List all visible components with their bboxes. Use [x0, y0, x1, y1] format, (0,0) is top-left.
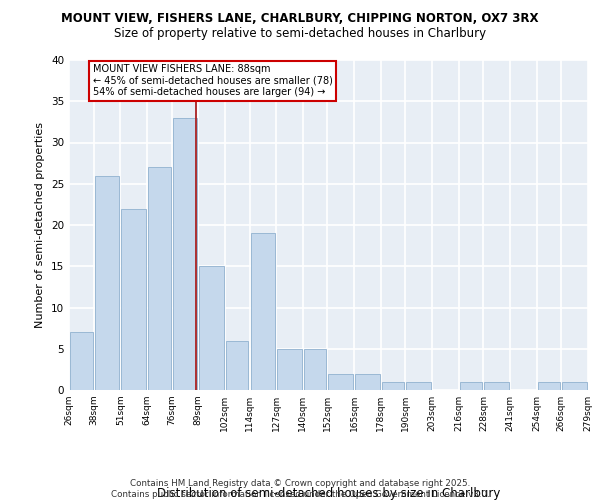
Bar [329, 374, 353, 390]
Bar [406, 382, 431, 390]
Text: Contains HM Land Registry data © Crown copyright and database right 2025.: Contains HM Land Registry data © Crown c… [130, 478, 470, 488]
Bar [251, 233, 275, 390]
Bar [277, 349, 302, 390]
Text: MOUNT VIEW, FISHERS LANE, CHARLBURY, CHIPPING NORTON, OX7 3RX: MOUNT VIEW, FISHERS LANE, CHARLBURY, CHI… [61, 12, 539, 26]
Bar [355, 374, 380, 390]
Bar [460, 382, 482, 390]
X-axis label: Distribution of semi-detached houses by size in Charlbury: Distribution of semi-detached houses by … [157, 487, 500, 500]
Bar [226, 340, 248, 390]
Text: Size of property relative to semi-detached houses in Charlbury: Size of property relative to semi-detach… [114, 28, 486, 40]
Text: MOUNT VIEW FISHERS LANE: 88sqm
← 45% of semi-detached houses are smaller (78)
54: MOUNT VIEW FISHERS LANE: 88sqm ← 45% of … [92, 64, 332, 98]
Bar [70, 332, 92, 390]
Text: Contains public sector information licensed under the Open Government Licence v3: Contains public sector information licen… [110, 490, 490, 499]
Bar [148, 167, 170, 390]
Bar [95, 176, 119, 390]
Bar [304, 349, 326, 390]
Bar [199, 266, 224, 390]
Bar [173, 118, 197, 390]
Bar [538, 382, 560, 390]
Bar [382, 382, 404, 390]
Y-axis label: Number of semi-detached properties: Number of semi-detached properties [35, 122, 46, 328]
Bar [121, 208, 146, 390]
Bar [484, 382, 509, 390]
Bar [562, 382, 587, 390]
